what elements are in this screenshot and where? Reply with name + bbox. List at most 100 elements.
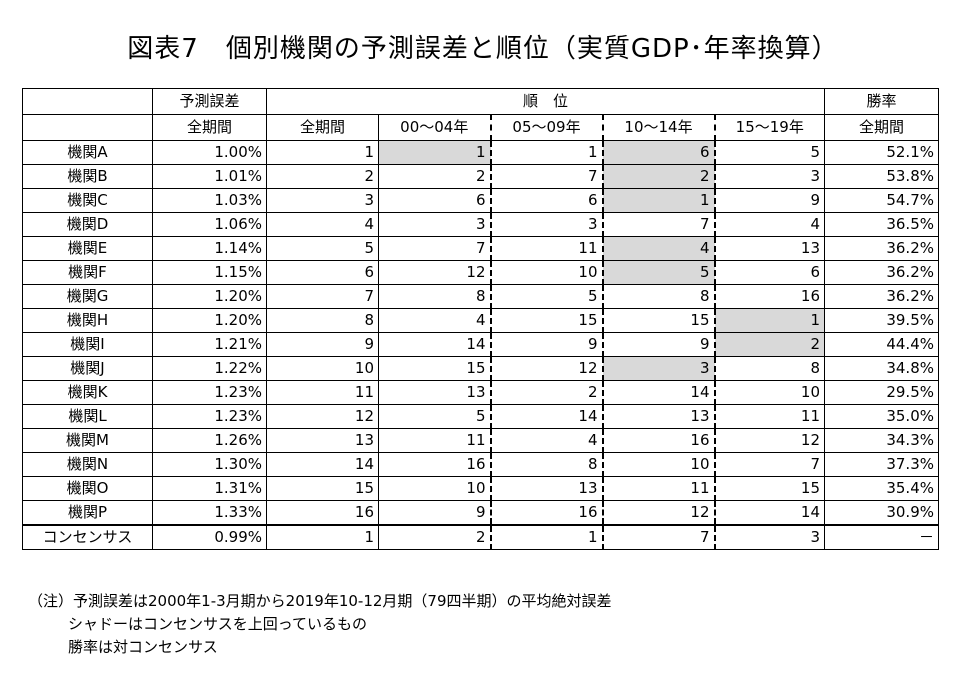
note-line: （注）予測誤差は2000年1-3月期から2019年10-12月期（79四半期）の… — [28, 592, 612, 610]
org-name: 機関A — [22, 140, 153, 165]
org-name: 機関N — [22, 452, 153, 477]
rank-cell: 8 — [378, 284, 492, 309]
win-rate: 36.5% — [824, 212, 939, 237]
rank-cell: 1 — [714, 308, 825, 333]
table-row: 機関K 1.23% 11 13 2 14 10 29.5% — [22, 380, 939, 405]
table-row: 機関G 1.20% 7 8 5 8 16 36.2% — [22, 284, 939, 309]
rank-cell: 1 — [490, 524, 604, 550]
rank-cell: 10 — [490, 260, 604, 285]
forecast-error: 1.01% — [152, 164, 267, 189]
org-name: 機関E — [22, 236, 153, 261]
rank-cell: 4 — [378, 308, 492, 333]
forecast-error: 1.26% — [152, 428, 267, 453]
rank-cell: 16 — [266, 500, 379, 526]
rank-cell: 16 — [714, 284, 825, 309]
table-row: 機関C 1.03% 3 6 6 1 9 54.7% — [22, 188, 939, 213]
forecast-error: 1.23% — [152, 404, 267, 429]
rank-cell: 8 — [490, 452, 604, 477]
rank-cell: 12 — [714, 428, 825, 453]
header-error-full-period: 全期間 — [152, 114, 267, 141]
rank-cell: 9 — [266, 332, 379, 357]
forecast-error: 1.06% — [152, 212, 267, 237]
rank-cell: 12 — [266, 404, 379, 429]
rank-cell: 5 — [714, 140, 825, 165]
org-name: 機関F — [22, 260, 153, 285]
rank-cell: 3 — [378, 212, 492, 237]
forecast-error: 1.30% — [152, 452, 267, 477]
rank-cell: 2 — [602, 164, 716, 189]
org-name: 機関P — [22, 500, 153, 526]
win-rate: 53.8% — [824, 164, 939, 189]
consensus-row: コンセンサス 0.99% 1 2 1 7 3 － — [22, 524, 939, 550]
win-rate: 35.4% — [824, 476, 939, 501]
rank-cell: 2 — [378, 164, 492, 189]
forecast-error: 1.03% — [152, 188, 267, 213]
win-rate: 52.1% — [824, 140, 939, 165]
rank-cell: 11 — [602, 476, 716, 501]
rank-cell: 5 — [490, 284, 604, 309]
rank-cell: 14 — [266, 452, 379, 477]
org-name: 機関M — [22, 428, 153, 453]
rank-cell: 10 — [266, 356, 379, 381]
rank-cell: 13 — [714, 236, 825, 261]
forecast-error: 1.14% — [152, 236, 267, 261]
forecast-error: 0.99% — [152, 524, 267, 550]
ranking-table: 予測誤差 順 位 勝率 全期間 全期間 00～04年 05～09年 10～14年… — [22, 88, 939, 550]
org-name: コンセンサス — [22, 524, 153, 550]
rank-cell: 10 — [602, 452, 716, 477]
table-row: 機関D 1.06% 4 3 3 7 4 36.5% — [22, 212, 939, 237]
header-period: 15～19年 — [714, 114, 825, 141]
win-rate: 44.4% — [824, 332, 939, 357]
rank-cell: 11 — [266, 380, 379, 405]
org-name: 機関B — [22, 164, 153, 189]
header-period: 00～04年 — [378, 114, 492, 141]
rank-cell: 4 — [490, 428, 604, 453]
rank-cell: 4 — [714, 212, 825, 237]
org-name: 機関C — [22, 188, 153, 213]
table-row: 機関H 1.20% 8 4 15 15 1 39.5% — [22, 308, 939, 333]
rank-cell: 15 — [266, 476, 379, 501]
win-rate: 36.2% — [824, 284, 939, 309]
win-rate: 30.9% — [824, 500, 939, 526]
rank-cell: 1 — [602, 188, 716, 213]
win-rate: 34.3% — [824, 428, 939, 453]
header-forecast-error: 予測誤差 — [152, 88, 267, 115]
table-row: 機関I 1.21% 9 14 9 9 2 44.4% — [22, 332, 939, 357]
win-rate: 29.5% — [824, 380, 939, 405]
rank-cell: 15 — [602, 308, 716, 333]
rank-cell: 14 — [490, 404, 604, 429]
forecast-error: 1.15% — [152, 260, 267, 285]
table-row: 機関E 1.14% 5 7 11 4 13 36.2% — [22, 236, 939, 261]
rank-cell: 16 — [378, 452, 492, 477]
forecast-error: 1.31% — [152, 476, 267, 501]
forecast-error: 1.33% — [152, 500, 267, 526]
rank-cell: 14 — [602, 380, 716, 405]
win-rate: 36.2% — [824, 236, 939, 261]
rank-cell: 16 — [490, 500, 604, 526]
rank-cell: 13 — [378, 380, 492, 405]
rank-cell: 8 — [714, 356, 825, 381]
forecast-error: 1.23% — [152, 380, 267, 405]
rank-cell: 6 — [602, 140, 716, 165]
forecast-error: 1.00% — [152, 140, 267, 165]
org-name: 機関D — [22, 212, 153, 237]
forecast-error: 1.22% — [152, 356, 267, 381]
rank-cell: 10 — [714, 380, 825, 405]
org-name: 機関L — [22, 404, 153, 429]
rank-cell: 10 — [378, 476, 492, 501]
table-row: 機関P 1.33% 16 9 16 12 14 30.9% — [22, 500, 939, 526]
rank-cell: 9 — [378, 500, 492, 526]
rank-cell: 3 — [266, 188, 379, 213]
win-rate: － — [824, 524, 939, 550]
notes: （注）予測誤差は2000年1-3月期から2019年10-12月期（79四半期）の… — [28, 590, 612, 659]
rank-cell: 2 — [490, 380, 604, 405]
rank-cell: 14 — [714, 500, 825, 526]
header-rank-full-period: 全期間 — [266, 114, 379, 141]
rank-cell: 8 — [602, 284, 716, 309]
rank-cell: 11 — [378, 428, 492, 453]
rank-cell: 1 — [266, 140, 379, 165]
table-row: 機関J 1.22% 10 15 12 3 8 34.8% — [22, 356, 939, 381]
rank-cell: 11 — [714, 404, 825, 429]
win-rate: 39.5% — [824, 308, 939, 333]
table-row: 機関M 1.26% 13 11 4 16 12 34.3% — [22, 428, 939, 453]
